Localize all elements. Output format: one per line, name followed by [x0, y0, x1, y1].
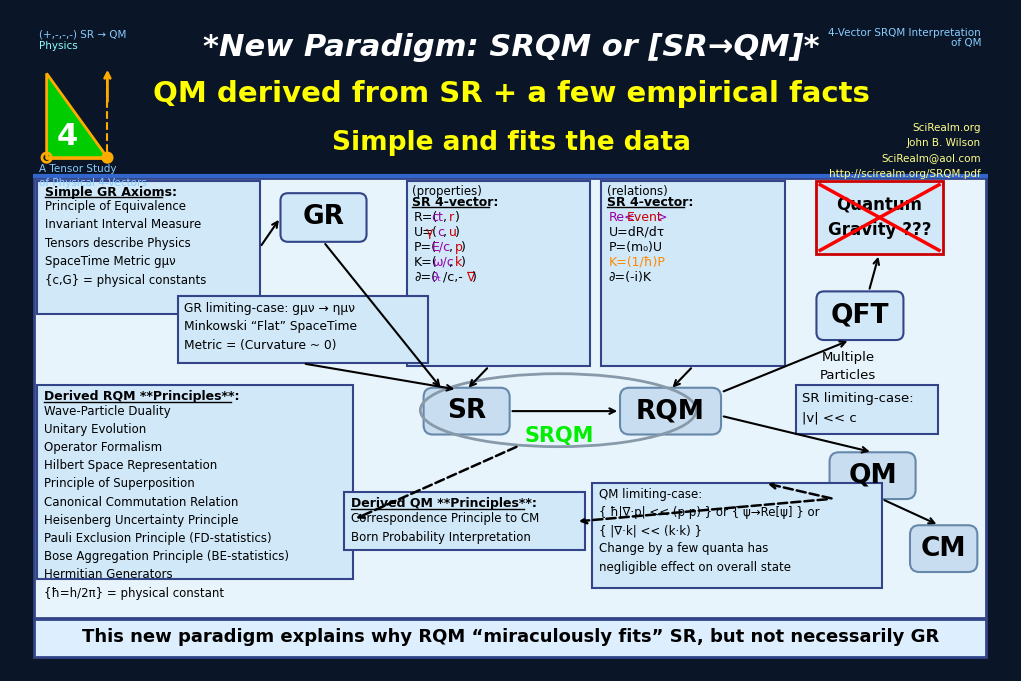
Text: *New Paradigm: SRQM or [SR→QM]*: *New Paradigm: SRQM or [SR→QM]* — [203, 33, 820, 62]
FancyBboxPatch shape — [829, 452, 916, 499]
Text: 4: 4 — [56, 122, 78, 151]
Text: Event: Event — [627, 211, 663, 224]
Text: GR: GR — [302, 204, 344, 230]
Text: SR 4-vector:: SR 4-vector: — [606, 196, 693, 209]
Text: of QM: of QM — [951, 38, 981, 48]
Text: Correspondence Principle to CM
Born Probability Interpretation: Correspondence Principle to CM Born Prob… — [350, 512, 539, 543]
Text: QM limiting-case:
{ ħ|∇·p| << (p·p) } or { ψ→Re[ψ] } or
{ |∇·k| << (k·k) }
Chang: QM limiting-case: { ħ|∇·p| << (p·p) } or… — [598, 488, 819, 573]
Text: P=(: P=( — [415, 241, 437, 254]
Text: ,: , — [449, 256, 453, 269]
Circle shape — [103, 153, 112, 162]
FancyBboxPatch shape — [601, 181, 785, 366]
Text: ,: , — [443, 211, 447, 224]
Text: (: ( — [432, 226, 437, 239]
Text: ω/c: ω/c — [432, 256, 453, 269]
Text: U=: U= — [415, 226, 434, 239]
Text: Principle of Equivalence
Invariant Interval Measure
Tensors describe Physics
Spa: Principle of Equivalence Invariant Inter… — [45, 200, 206, 287]
Text: R=(: R=( — [415, 211, 438, 224]
Text: k: k — [454, 256, 463, 269]
Text: ): ) — [473, 271, 477, 284]
Text: SciRealm.org
John B. Wilson
SciRealm@aol.com
http://scirealm.org/SRQM.pdf: SciRealm.org John B. Wilson SciRealm@aol… — [829, 123, 981, 178]
Text: GR limiting-case: gμν → ημν
Minkowski “Flat” SpaceTime
Metric = (Curvature ~ 0): GR limiting-case: gμν → ημν Minkowski “F… — [184, 302, 357, 351]
Text: Wave-Particle Duality
Unitary Evolution
Operator Formalism
Hilbert Space Represe: Wave-Particle Duality Unitary Evolution … — [44, 405, 289, 599]
Text: ): ) — [460, 256, 466, 269]
Text: Simple and fits the data: Simple and fits the data — [332, 129, 691, 155]
Text: QM: QM — [848, 462, 896, 489]
Text: ): ) — [460, 241, 466, 254]
Text: ): ) — [454, 226, 459, 239]
FancyBboxPatch shape — [817, 181, 942, 254]
Text: (relations): (relations) — [606, 185, 668, 197]
FancyBboxPatch shape — [35, 619, 985, 657]
Text: K=(1/ħ)P: K=(1/ħ)P — [609, 256, 666, 269]
Text: Re<: Re< — [609, 211, 635, 224]
Text: SRQM: SRQM — [525, 426, 594, 446]
Text: ∇: ∇ — [467, 271, 475, 284]
Text: ∂=(-i)K: ∂=(-i)K — [609, 271, 651, 284]
FancyBboxPatch shape — [620, 387, 721, 434]
Text: SR limiting-case:
|v| << c: SR limiting-case: |v| << c — [803, 392, 914, 424]
FancyBboxPatch shape — [796, 385, 938, 434]
Text: E/c: E/c — [432, 241, 450, 254]
Text: ct: ct — [432, 211, 443, 224]
Text: P=(m₀)U: P=(m₀)U — [609, 241, 663, 254]
Text: QM derived from SR + a few empirical facts: QM derived from SR + a few empirical fac… — [153, 80, 870, 108]
FancyBboxPatch shape — [38, 181, 260, 314]
Text: γ: γ — [426, 226, 433, 239]
Text: K=(: K=( — [415, 256, 438, 269]
Text: SR 4-vector:: SR 4-vector: — [412, 196, 498, 209]
Text: ,: , — [449, 241, 453, 254]
Text: ∂ₜ: ∂ₜ — [432, 271, 442, 284]
FancyBboxPatch shape — [281, 193, 367, 242]
Text: /c,-: /c,- — [443, 271, 463, 284]
Text: (+,-,-,-) SR → QM: (+,-,-,-) SR → QM — [39, 29, 127, 39]
Text: (properties): (properties) — [412, 185, 482, 197]
Text: Multiple
Particles: Multiple Particles — [820, 351, 876, 382]
FancyBboxPatch shape — [33, 22, 987, 176]
Text: SR: SR — [447, 398, 486, 424]
Text: A Tensor Study
of Physical 4-Vectors: A Tensor Study of Physical 4-Vectors — [39, 164, 147, 188]
Text: CM: CM — [921, 536, 967, 562]
Polygon shape — [47, 74, 107, 157]
Text: ,: , — [443, 226, 447, 239]
Text: QFT: QFT — [831, 303, 889, 329]
FancyBboxPatch shape — [38, 385, 353, 580]
FancyBboxPatch shape — [910, 525, 977, 572]
Text: RQM: RQM — [636, 398, 704, 424]
FancyBboxPatch shape — [424, 387, 509, 434]
Text: c: c — [437, 226, 444, 239]
FancyBboxPatch shape — [406, 181, 590, 366]
Text: This new paradigm explains why RQM “miraculously fits” SR, but not necessarily G: This new paradigm explains why RQM “mira… — [82, 629, 939, 646]
Text: Physics: Physics — [39, 41, 78, 50]
FancyBboxPatch shape — [35, 178, 985, 618]
Text: >: > — [657, 211, 667, 224]
Text: p: p — [454, 241, 463, 254]
Text: u: u — [449, 226, 457, 239]
FancyBboxPatch shape — [344, 492, 585, 550]
Text: ): ) — [454, 211, 459, 224]
Text: ∂=(: ∂=( — [415, 271, 436, 284]
Text: U=dR/dτ: U=dR/dτ — [609, 226, 665, 239]
Text: Derived QM **Principles**:: Derived QM **Principles**: — [350, 497, 536, 510]
FancyBboxPatch shape — [178, 296, 428, 364]
Text: Simple GR Axioms:: Simple GR Axioms: — [45, 186, 177, 199]
FancyBboxPatch shape — [817, 291, 904, 340]
Text: Derived RQM **Principles**:: Derived RQM **Principles**: — [44, 390, 239, 402]
FancyBboxPatch shape — [592, 483, 882, 588]
Text: r: r — [449, 211, 454, 224]
Text: 4-Vector SRQM Interpretation: 4-Vector SRQM Interpretation — [828, 28, 981, 37]
Text: Quantum
Gravity ???: Quantum Gravity ??? — [828, 196, 931, 239]
